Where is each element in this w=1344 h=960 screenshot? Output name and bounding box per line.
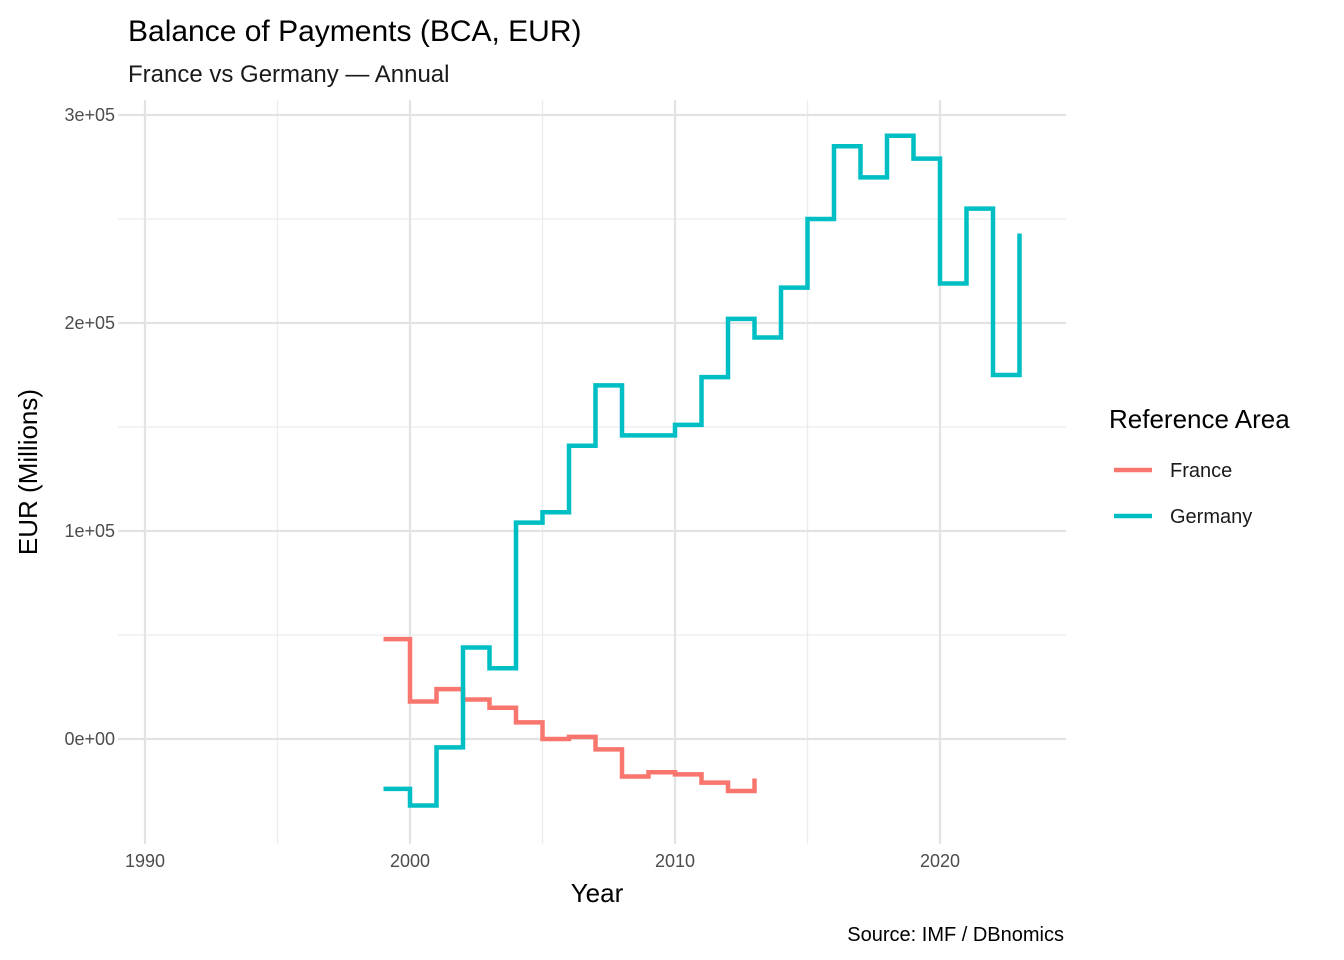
gridlines bbox=[118, 100, 1066, 844]
x-tick-label: 2020 bbox=[920, 851, 960, 871]
chart-title: Balance of Payments (BCA, EUR) bbox=[128, 15, 582, 48]
y-tick-label: 2e+05 bbox=[64, 313, 115, 333]
y-axis-title: EUR (Millions) bbox=[13, 389, 43, 555]
series-lines bbox=[383, 133, 1022, 808]
legend: Reference Area France Germany bbox=[1109, 404, 1290, 528]
series-line-germany bbox=[383, 133, 1022, 808]
legend-title: Reference Area bbox=[1109, 404, 1290, 434]
chart-subtitle: France vs Germany — Annual bbox=[128, 61, 449, 88]
y-tick-label: 1e+05 bbox=[64, 521, 115, 541]
legend-label-germany: Germany bbox=[1170, 506, 1252, 528]
series-line-france bbox=[383, 636, 757, 794]
legend-label-france: France bbox=[1170, 460, 1232, 482]
x-axis-title: Year bbox=[571, 878, 624, 908]
x-tick-label: 2000 bbox=[390, 851, 430, 871]
axis-ticks: 1990 2000 2010 2020 0e+00 1e+05 2e+05 3e+05 bbox=[64, 105, 960, 871]
y-tick-label: 0e+00 bbox=[64, 729, 115, 749]
y-tick-label: 3e+05 bbox=[64, 105, 115, 125]
chart-caption: Source: IMF / DBnomics bbox=[847, 924, 1064, 946]
x-tick-label: 1990 bbox=[125, 851, 165, 871]
x-tick-label: 2010 bbox=[655, 851, 695, 871]
